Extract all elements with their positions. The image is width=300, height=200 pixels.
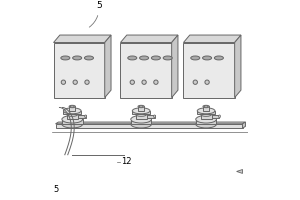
Ellipse shape	[85, 115, 87, 118]
Circle shape	[154, 80, 158, 84]
Ellipse shape	[73, 56, 82, 60]
Ellipse shape	[163, 56, 172, 60]
Text: 12: 12	[122, 157, 132, 166]
Polygon shape	[53, 43, 105, 98]
Polygon shape	[203, 106, 209, 111]
Ellipse shape	[131, 120, 152, 128]
Ellipse shape	[84, 56, 94, 60]
Ellipse shape	[62, 120, 82, 128]
Polygon shape	[105, 35, 111, 98]
Polygon shape	[56, 122, 245, 124]
Polygon shape	[56, 124, 242, 128]
Ellipse shape	[191, 56, 200, 60]
Polygon shape	[172, 35, 178, 98]
Polygon shape	[212, 115, 220, 118]
Circle shape	[205, 80, 209, 84]
Polygon shape	[196, 119, 216, 124]
Ellipse shape	[70, 106, 74, 107]
Circle shape	[61, 80, 66, 84]
Polygon shape	[184, 43, 235, 98]
Ellipse shape	[204, 106, 208, 107]
Circle shape	[142, 80, 146, 84]
Ellipse shape	[196, 120, 216, 128]
Polygon shape	[121, 43, 172, 98]
Polygon shape	[136, 114, 147, 119]
Ellipse shape	[128, 56, 137, 60]
Ellipse shape	[69, 105, 75, 108]
Ellipse shape	[203, 105, 209, 108]
Ellipse shape	[196, 116, 216, 123]
Ellipse shape	[63, 108, 81, 114]
Circle shape	[73, 80, 77, 84]
Ellipse shape	[197, 108, 215, 114]
Polygon shape	[197, 111, 215, 114]
Ellipse shape	[61, 56, 70, 60]
Ellipse shape	[131, 116, 152, 123]
Polygon shape	[184, 35, 241, 43]
Polygon shape	[69, 106, 75, 111]
Ellipse shape	[152, 56, 160, 60]
Circle shape	[130, 80, 134, 84]
Polygon shape	[63, 111, 81, 114]
Polygon shape	[242, 122, 245, 128]
Ellipse shape	[139, 106, 143, 107]
Ellipse shape	[214, 56, 224, 60]
Polygon shape	[201, 114, 212, 119]
Polygon shape	[235, 35, 241, 98]
Polygon shape	[78, 115, 86, 118]
Ellipse shape	[62, 116, 82, 123]
Ellipse shape	[218, 115, 220, 118]
Ellipse shape	[136, 112, 147, 116]
Circle shape	[193, 80, 197, 84]
Ellipse shape	[138, 105, 144, 108]
Ellipse shape	[154, 115, 155, 118]
Polygon shape	[237, 169, 242, 173]
Polygon shape	[121, 35, 178, 43]
Text: 5: 5	[89, 1, 102, 27]
Ellipse shape	[67, 112, 78, 116]
Polygon shape	[131, 119, 152, 124]
Ellipse shape	[202, 56, 211, 60]
Polygon shape	[132, 111, 150, 114]
Polygon shape	[138, 106, 144, 111]
Ellipse shape	[132, 108, 150, 114]
Polygon shape	[67, 114, 78, 119]
Ellipse shape	[201, 112, 212, 116]
Polygon shape	[53, 35, 111, 43]
Polygon shape	[62, 119, 82, 124]
Polygon shape	[147, 115, 154, 118]
Circle shape	[85, 80, 89, 84]
Ellipse shape	[140, 56, 148, 60]
Text: 5: 5	[53, 185, 59, 194]
